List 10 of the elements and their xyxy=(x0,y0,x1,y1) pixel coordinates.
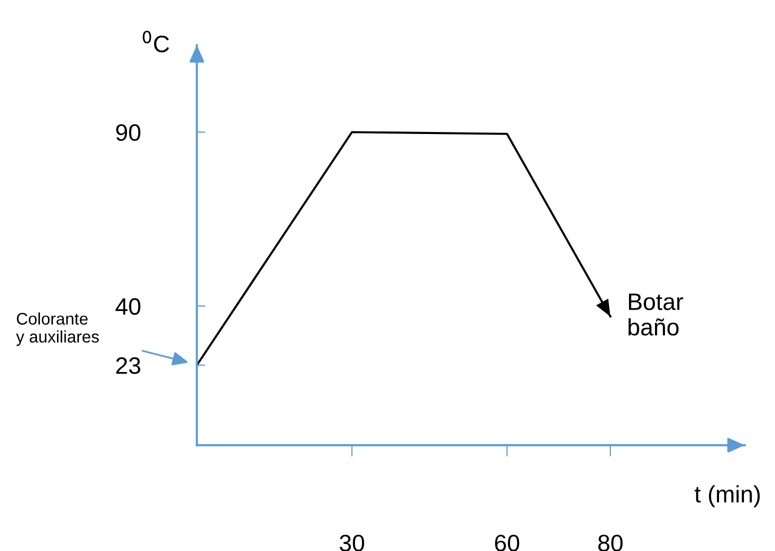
x-tick-label: 60 xyxy=(495,534,520,551)
y-tick-label: 90 xyxy=(116,124,140,141)
x-axis-title: t (min) xyxy=(694,485,760,508)
y-tick-label: 40 xyxy=(116,298,140,315)
y-axis-title: $^{0}$C xyxy=(142,30,170,52)
annotation: Botar baño xyxy=(628,294,684,336)
x-tick-label: 30 xyxy=(340,534,364,551)
text: Colorante y auxiliares xyxy=(16,312,99,346)
x-tick-label: 80 xyxy=(598,534,623,551)
y-tick-label: 23 xyxy=(116,357,140,374)
